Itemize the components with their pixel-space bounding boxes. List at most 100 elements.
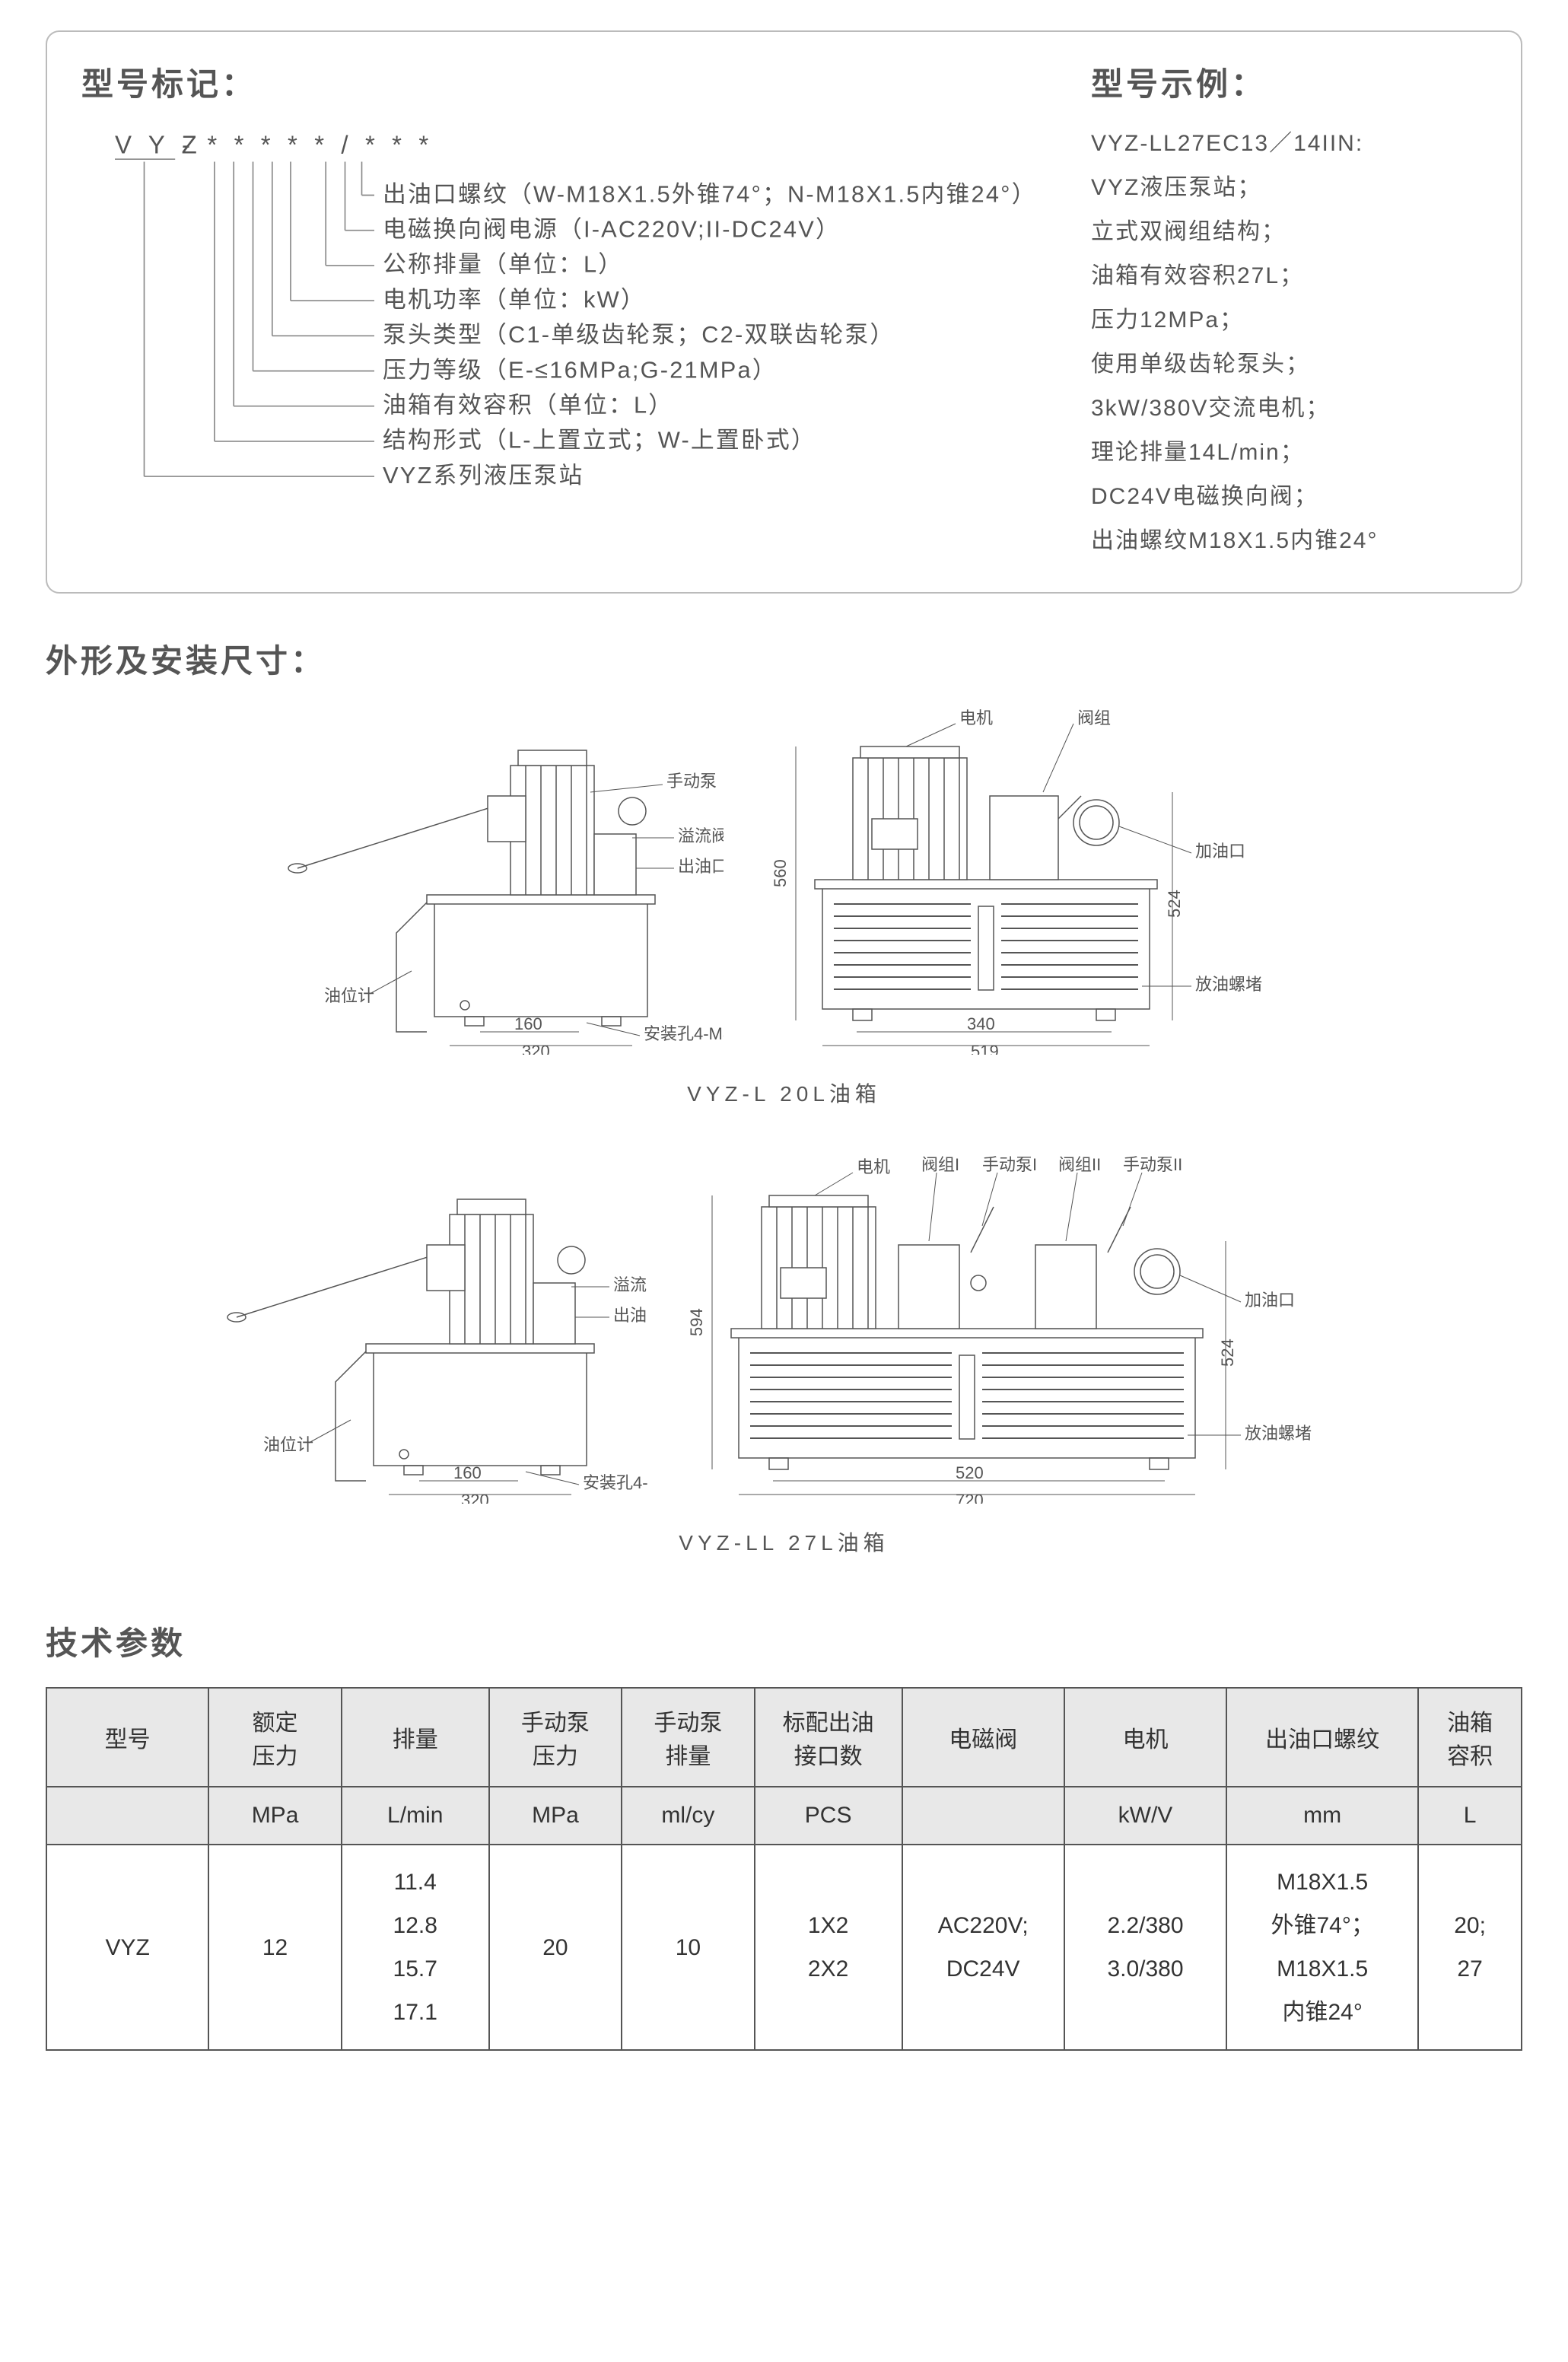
svg-text:泵头类型（C1-单级齿轮泵；C2-双联齿轮泵）: 泵头类型（C1-单级齿轮泵；C2-双联齿轮泵） [383,321,895,348]
svg-text:520: 520 [956,1463,984,1482]
param-data-cell: 20 [489,1845,622,2050]
model-example-section: 型号示例： VYZ-LL27EC13／14IIN: VYZ液压泵站； 立式双阀组结构… [1091,59,1487,565]
param-data-cell: 11.412.815.717.1 [342,1845,489,2050]
fig2-front-view: 溢流阀 出油口(2x2) 油位计 安装孔4-M8 160 320 [206,1154,647,1504]
svg-text:手动泵II: 手动泵II [1123,1155,1182,1174]
param-head-cell: 额定压力 [208,1688,342,1787]
param-data-cell: M18X1.5外锥74°；M18X1.5内锥24° [1226,1845,1418,2050]
param-head-cell: 电机 [1064,1688,1226,1787]
param-data-cell: 1X22X2 [755,1845,902,2050]
svg-text:溢流阀: 溢流阀 [613,1275,647,1294]
param-data-cell: 2.2/3803.0/380 [1064,1845,1226,2050]
svg-text:放油螺堵: 放油螺堵 [1245,1424,1312,1443]
example-line: 理论排量14L/min； [1091,433,1487,466]
svg-text:VYZ系列液压泵站: VYZ系列液压泵站 [383,462,584,489]
svg-text:电机功率（单位：kW）: 电机功率（单位：kW） [383,286,646,313]
param-unit-cell: mm [1226,1787,1418,1845]
svg-text:340: 340 [967,1014,995,1033]
marking-title: 型号标记： [81,59,1061,105]
model-marking-section: 型号标记： V Y Z - * * * * * / * * * 出油口螺纹（W-… [81,59,1061,565]
figure-2-row: 溢流阀 出油口(2x2) 油位计 安装孔4-M8 160 320 [46,1154,1522,1504]
svg-text:油箱有效容积（单位：L）: 油箱有效容积（单位：L） [383,392,673,419]
example-line: 立式双阀组结构； [1091,212,1487,246]
param-head-cell: 型号 [46,1688,208,1787]
ann-overflow: 溢流阀 [678,826,724,845]
param-data-cell: AC220V;DC24V [902,1845,1064,2050]
example-line: VYZ-LL27EC13／14IIN: [1091,124,1487,158]
code-body: - * * * * * / * * * [182,131,434,159]
svg-text:电机: 电机 [959,708,993,727]
param-unit-cell: kW/V [1064,1787,1226,1845]
example-line: 使用单级齿轮泵头； [1091,345,1487,378]
param-unit-cell [902,1787,1064,1845]
fig1-front-view: 手动泵 溢流阀 出油口(1x2) 油位计 安装孔4-M8 160 320 [252,705,724,1055]
param-head-cell: 油箱容积 [1418,1688,1522,1787]
svg-text:594: 594 [687,1308,706,1336]
param-data-cell: 12 [208,1845,342,2050]
marking-diagram: V Y Z - * * * * * / * * * 出油口螺纹（W-M18X1.… [81,124,1061,492]
example-line: 油箱有效容积27L； [1091,256,1487,290]
svg-text:结构形式（L-上置立式；W-上置卧式）: 结构形式（L-上置立式；W-上置卧式） [383,427,816,454]
param-unit-cell: MPa [489,1787,622,1845]
svg-text:手动泵I: 手动泵I [982,1155,1037,1174]
svg-text:524: 524 [1165,890,1184,918]
param-head-cell: 电磁阀 [902,1688,1064,1787]
example-lines: VYZ-LL27EC13／14IIN: VYZ液压泵站； 立式双阀组结构； 油箱有效容… [1091,124,1487,555]
fig2-caption: VYZ-LL 27L油箱 [679,1526,889,1557]
param-unit-cell: PCS [755,1787,902,1845]
svg-text:560: 560 [771,859,790,887]
example-title: 型号示例： [1091,59,1487,105]
example-line: 3kW/380V交流电机； [1091,389,1487,422]
figure-1-row: 手动泵 溢流阀 出油口(1x2) 油位计 安装孔4-M8 160 320 [46,705,1522,1055]
params-title: 技术参数 [46,1618,1522,1664]
fig2-side-view: 电机 阀组I 手动泵I 阀组II 手动泵II 加油口 放油螺堵 594 524 … [678,1154,1363,1504]
param-unit-cell: ml/cy [622,1787,755,1845]
svg-text:安装孔4-M8: 安装孔4-M8 [583,1473,647,1492]
dims-title: 外形及安装尺寸： [46,635,1522,682]
param-head-cell: 出油口螺纹 [1226,1688,1418,1787]
svg-text:公称排量（单位：L）: 公称排量（单位：L） [383,251,623,278]
model-info-box: 型号标记： V Y Z - * * * * * / * * * 出油口螺纹（W-… [46,30,1522,594]
svg-text:519: 519 [971,1042,999,1055]
svg-text:320: 320 [461,1491,489,1504]
ann-holes: 安装孔4-M8 [644,1024,724,1043]
svg-text:524: 524 [1218,1339,1237,1367]
params-table: 型号额定压力排量手动泵压力手动泵排量标配出油接口数电磁阀电机出油口螺纹油箱容积 … [46,1687,1522,2051]
example-line: 出油螺纹M18X1.5内锥24° [1091,521,1487,555]
svg-text:电磁换向阀电源（I-AC220V;II-DC24V）: 电磁换向阀电源（I-AC220V;II-DC24V） [383,216,841,243]
svg-text:油位计: 油位计 [263,1435,313,1454]
svg-text:阀组II: 阀组II [1058,1155,1101,1174]
example-line: 压力12MPa； [1091,301,1487,334]
example-line: DC24V电磁换向阀； [1091,477,1487,511]
param-unit-cell: L/min [342,1787,489,1845]
svg-text:320: 320 [522,1042,550,1055]
ann-outlet: 出油口(1x2) [678,857,724,876]
param-head-cell: 排量 [342,1688,489,1787]
svg-text:阀组: 阀组 [1077,708,1111,727]
param-data-cell: 20;27 [1418,1845,1522,2050]
svg-text:电机: 电机 [857,1157,890,1176]
svg-text:放油螺堵: 放油螺堵 [1195,975,1262,994]
dimensions-section: 外形及安装尺寸： [46,635,1522,1587]
params-section: 技术参数 型号额定压力排量手动泵压力手动泵排量标配出油接口数电磁阀电机出油口螺纹… [46,1618,1522,2051]
fig1-caption: VYZ-L 20L油箱 [687,1078,881,1108]
svg-text:压力等级（E-≤16MPa;G-21MPa）: 压力等级（E-≤16MPa;G-21MPa） [383,356,778,383]
svg-text:160: 160 [514,1014,542,1033]
param-data-cell: VYZ [46,1845,208,2050]
param-head-cell: 手动泵排量 [622,1688,755,1787]
ann-hand-pump: 手动泵 [666,772,717,791]
example-line: VYZ液压泵站； [1091,168,1487,202]
svg-text:出油口螺纹（W-M18X1.5外锥74°；N-M18X1.5: 出油口螺纹（W-M18X1.5外锥74°；N-M18X1.5内锥24°） [383,180,1037,207]
param-data-cell: 10 [622,1845,755,2050]
param-unit-cell: L [1418,1787,1522,1845]
svg-text:出油口(2x2): 出油口(2x2) [613,1306,647,1325]
ann-level: 油位计 [324,986,374,1005]
svg-text:阀组I: 阀组I [921,1155,959,1174]
param-head-cell: 标配出油接口数 [755,1688,902,1787]
param-unit-cell [46,1787,208,1845]
drawings-container: 手动泵 溢流阀 出油口(1x2) 油位计 安装孔4-M8 160 320 [46,705,1522,1587]
param-head-cell: 手动泵压力 [489,1688,622,1787]
svg-text:加油口: 加油口 [1195,842,1245,861]
svg-text:加油口: 加油口 [1245,1291,1295,1310]
fig1-side-view: 电机 阀组 加油口 放油螺堵 560 524 340 519 [754,705,1317,1055]
